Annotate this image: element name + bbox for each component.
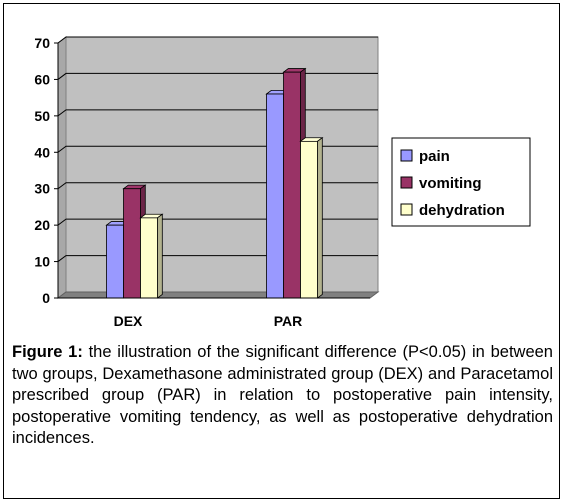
legend-label-pain: pain xyxy=(419,148,450,165)
bar-side-face xyxy=(157,213,163,299)
legend-swatch-vomiting xyxy=(400,176,413,189)
figure-caption: Figure 1: the illustration of the signif… xyxy=(12,342,553,450)
bar-front-face xyxy=(283,71,301,299)
bar-chart: 0 10 20 30 40 50 60 70 DEX PAR pain vomiting dehydr… xyxy=(34,35,531,329)
legend: pain vomiting dehydration xyxy=(391,137,531,227)
y-tick-label: 50 xyxy=(34,108,50,124)
legend-box xyxy=(391,137,531,227)
legend-swatch-pain xyxy=(400,149,413,162)
legend-swatch-dehydration xyxy=(400,203,413,216)
figure-frame xyxy=(3,3,560,499)
y-tick-label: 30 xyxy=(34,181,50,197)
gridline xyxy=(57,36,378,44)
caption-text: the illustration of the significant diff… xyxy=(12,343,553,447)
bar-front-face xyxy=(300,140,318,299)
y-tick-label: 0 xyxy=(42,290,50,306)
plot-floor xyxy=(56,291,380,299)
bar-front-face xyxy=(140,217,158,299)
y-tick-label: 20 xyxy=(34,217,50,233)
legend-label-dehydration: dehydration xyxy=(419,202,505,219)
y-tick-label: 40 xyxy=(34,144,50,160)
bar-dehydration-DEX xyxy=(139,213,164,299)
caption-label: Figure 1: xyxy=(12,343,83,361)
gridline xyxy=(57,72,378,80)
bar-front-face xyxy=(123,188,141,299)
legend-label-vomiting: vomiting xyxy=(419,175,482,192)
y-tick-label: 70 xyxy=(34,35,50,51)
bar-front-face xyxy=(266,93,284,299)
x-category-label: PAR xyxy=(274,313,303,329)
bar-side-face xyxy=(317,136,323,299)
bar-front-face xyxy=(106,224,124,299)
y-tick-label: 60 xyxy=(34,71,50,87)
y-tick-label: 10 xyxy=(34,254,50,270)
bar-dehydration-PAR xyxy=(299,136,324,299)
x-category-label: DEX xyxy=(114,313,143,329)
